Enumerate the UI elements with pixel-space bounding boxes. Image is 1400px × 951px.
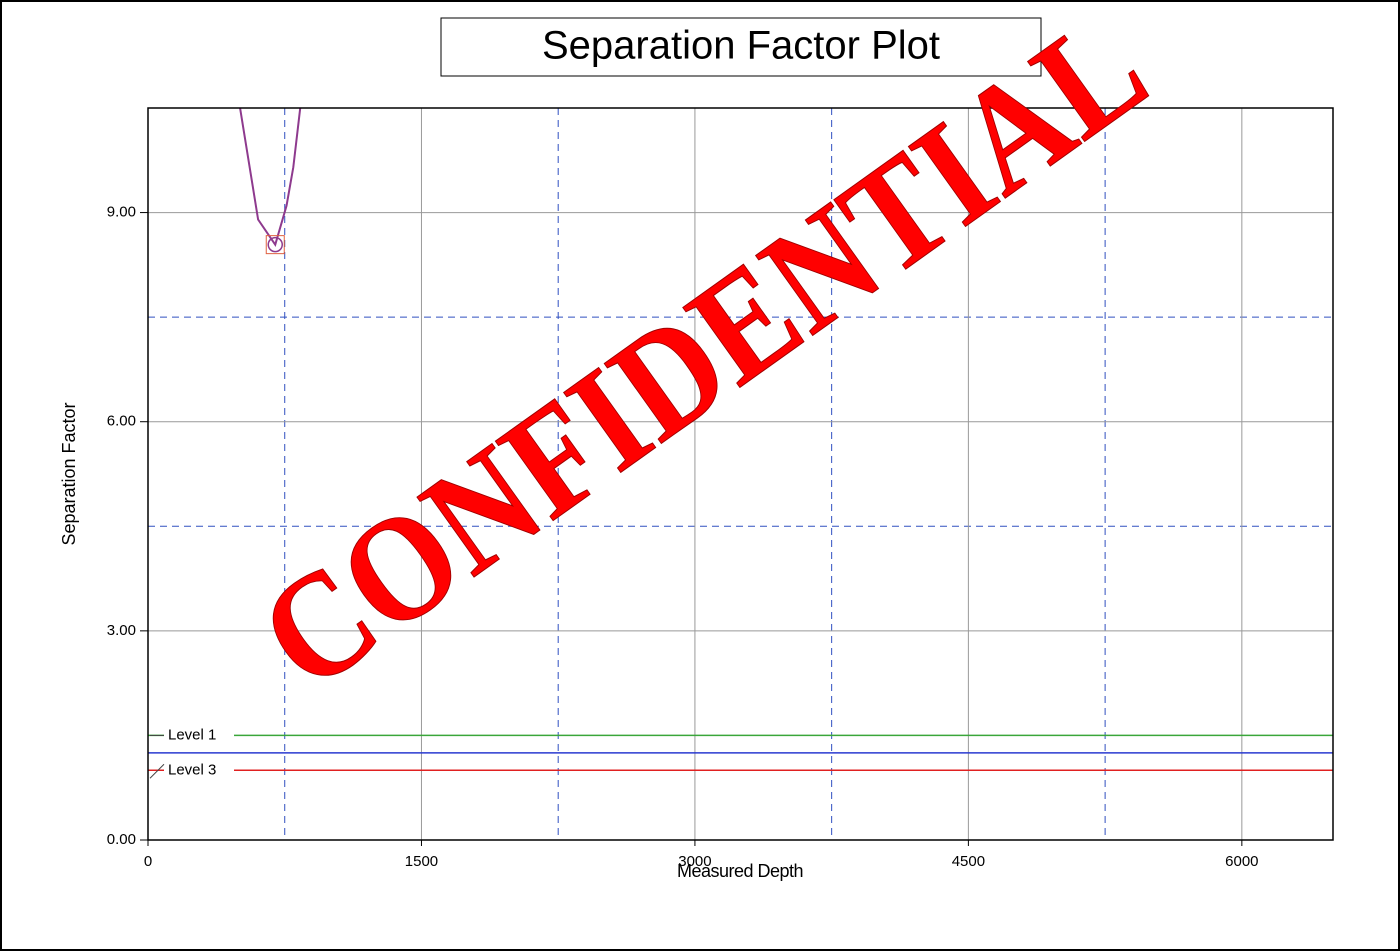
level-leader <box>149 763 165 779</box>
level-label-bg <box>164 726 234 745</box>
title-box <box>440 17 1042 77</box>
y-tick-label: 6.00 <box>107 413 136 430</box>
y-axis-label: Separation Factor <box>59 402 79 545</box>
x-axis-label: Measured Depth <box>677 861 803 881</box>
level-label: Level 1 <box>168 726 216 743</box>
y-tick-label: 0.00 <box>107 831 136 848</box>
x-tick-label: 4500 <box>952 853 985 870</box>
plot-frame <box>147 107 1334 841</box>
x-tick-label: 3000 <box>678 853 711 870</box>
series-group <box>239 108 302 247</box>
level-label-bg <box>164 761 234 780</box>
x-tick-label: 1500 <box>405 853 438 870</box>
y-tick-label: 3.00 <box>107 622 136 639</box>
marker-square <box>265 235 285 255</box>
chart-title: Separation Factor Plot <box>542 24 940 68</box>
marker-circle <box>267 236 284 253</box>
level-label: Level 3 <box>168 761 216 778</box>
x-tick-label: 0 <box>144 853 152 870</box>
x-tick-label: 6000 <box>1225 853 1258 870</box>
data-line <box>239 108 302 247</box>
y-tick-label: 9.00 <box>107 204 136 221</box>
